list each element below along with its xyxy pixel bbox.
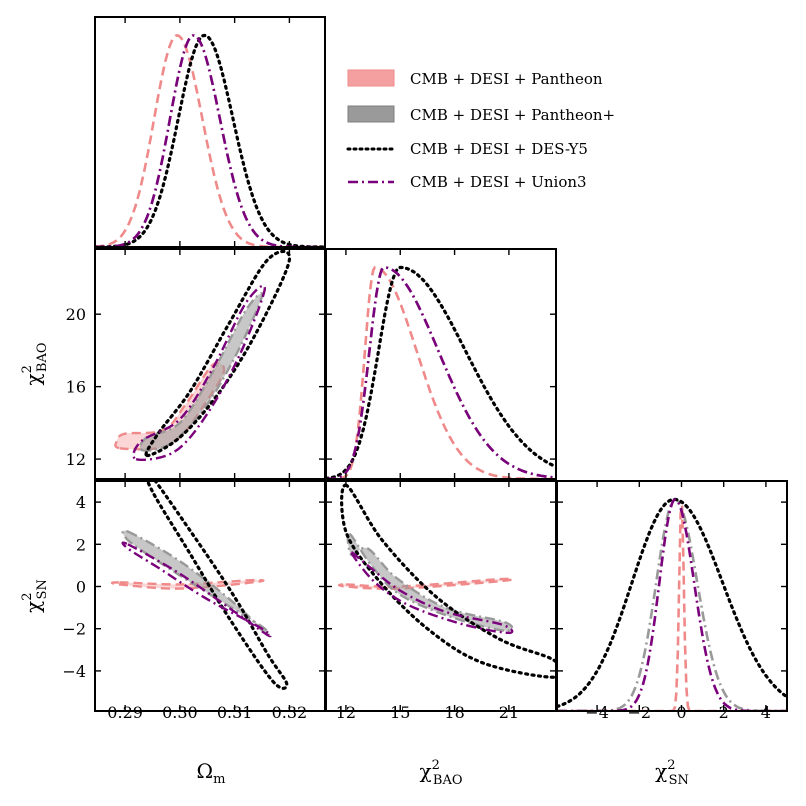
legend-entry-pantheon-plus: CMB + DESI + Pantheon+: [410, 106, 615, 124]
legend-entry-des-y5: CMB + DESI + DES-Y5: [410, 140, 588, 158]
contour-panel-bao-sn: [337, 483, 556, 679]
x-tick-label-bao: 12: [336, 703, 356, 722]
y-tick-label-sn: 4: [76, 493, 86, 512]
marginal-panel-omega: [95, 33, 325, 247]
panels-layer: 0.29 0.30 0.31 0.32 12 15 18 21 −4 −2 0 2 4121620−4−…: [20, 16, 788, 788]
y-tick-label-bao: 16: [66, 378, 86, 397]
x-tick-label-sn: −4: [585, 703, 609, 722]
y-tick-label-bao: 20: [66, 305, 86, 324]
x-tick-label-bao: 15: [390, 703, 410, 722]
contour-omega-sn-cmb-desi-union3: [121, 541, 272, 638]
legend-swatch-pantheon-plus: [347, 105, 395, 123]
x-tick-label-omega: 0.32: [272, 703, 308, 722]
marginal-curve-bao-cmb-desi-union3: [326, 266, 556, 479]
x-tick-label-omega: 0.29: [107, 703, 143, 722]
x-axis-label-omega-m: Ωm: [197, 759, 226, 787]
contour-omega-bao-cmb-desi-union3: [132, 284, 266, 461]
marginal-curve-omega-cmb-desi-pantheon: [95, 34, 325, 247]
x-tick-label-sn: 0: [676, 703, 686, 722]
y-tick-label-sn: −4: [62, 662, 86, 681]
contour-omega-sn-cmb-desi-des-y5: [145, 481, 289, 690]
marginal-curve-bao-cmb-desi-des-y5: [326, 265, 556, 479]
x-tick-label-sn: 4: [761, 703, 771, 722]
legend-entry-union3: CMB + DESI + Union3: [410, 173, 587, 191]
marginal-curve-omega-cmb-desi-pantheon: [95, 34, 325, 247]
y-axis-label-chi2-bao: χ2BAO: [20, 342, 50, 385]
x-axis-label-chi2-bao: χ2 BAO: [419, 758, 462, 788]
x-axis-label-chi2-sn: χ2 SN: [655, 758, 689, 788]
x-tick-label-bao: 18: [444, 703, 464, 722]
contour-bao-sn-cmb-desi-pantheon: [346, 532, 514, 633]
panel-frame-1-1: [325, 248, 557, 480]
marginal-curve-omega-cmb-desi-des-y5: [95, 33, 325, 247]
x-tick-label-omega: 0.31: [217, 703, 253, 722]
legend-swatch-pantheon: [347, 69, 395, 87]
panel-frame-2-2: [556, 480, 788, 712]
contour-omega-bao-cmb-desi-pantheon: [138, 292, 264, 452]
x-tick-label-sn: 2: [719, 703, 729, 722]
contour-omega-bao-cmb-desi-des-y5: [144, 249, 292, 458]
contour-panel-omega-bao: [114, 249, 292, 461]
contour-omega-sn-cmb-desi-pantheon: [121, 529, 270, 636]
y-tick-label-sn: −2: [62, 620, 86, 639]
panel-frame-2-0: [94, 480, 326, 712]
x-tick-label-bao: 21: [499, 703, 519, 722]
y-tick-label-sn: 0: [76, 578, 86, 597]
legend: CMB + DESI + Pantheon CMB + DESI + Panth…: [346, 69, 615, 191]
y-axis-label-chi2-sn: χ2SN: [20, 579, 50, 613]
panel-frame-2-1: [325, 480, 557, 712]
legend-entry-pantheon: CMB + DESI + Pantheon: [410, 70, 603, 88]
y-tick-label-sn: 2: [76, 535, 86, 554]
contour-bao-sn-cmb-desi-des-y5: [340, 483, 556, 679]
marginal-curve-omega-cmb-desi-union3: [95, 34, 325, 247]
marginal-curve-sn-cmb-desi-des-y5: [557, 497, 787, 709]
x-tick-label-sn: −2: [627, 703, 651, 722]
contour-panel-omega-sn: [110, 481, 289, 690]
y-tick-label-bao: 12: [66, 450, 86, 469]
marginal-curve-bao-cmb-desi-pantheon: [326, 266, 556, 479]
marginal-panel-sn: [557, 497, 787, 711]
marginal-curve-bao-cmb-desi-pantheon: [326, 266, 556, 479]
x-tick-label-omega: 0.30: [162, 703, 198, 722]
contour-bao-sn-cmb-desi-union3: [350, 550, 514, 635]
marginal-panel-bao: [326, 265, 556, 479]
panel-frame-0-0: [94, 16, 326, 248]
